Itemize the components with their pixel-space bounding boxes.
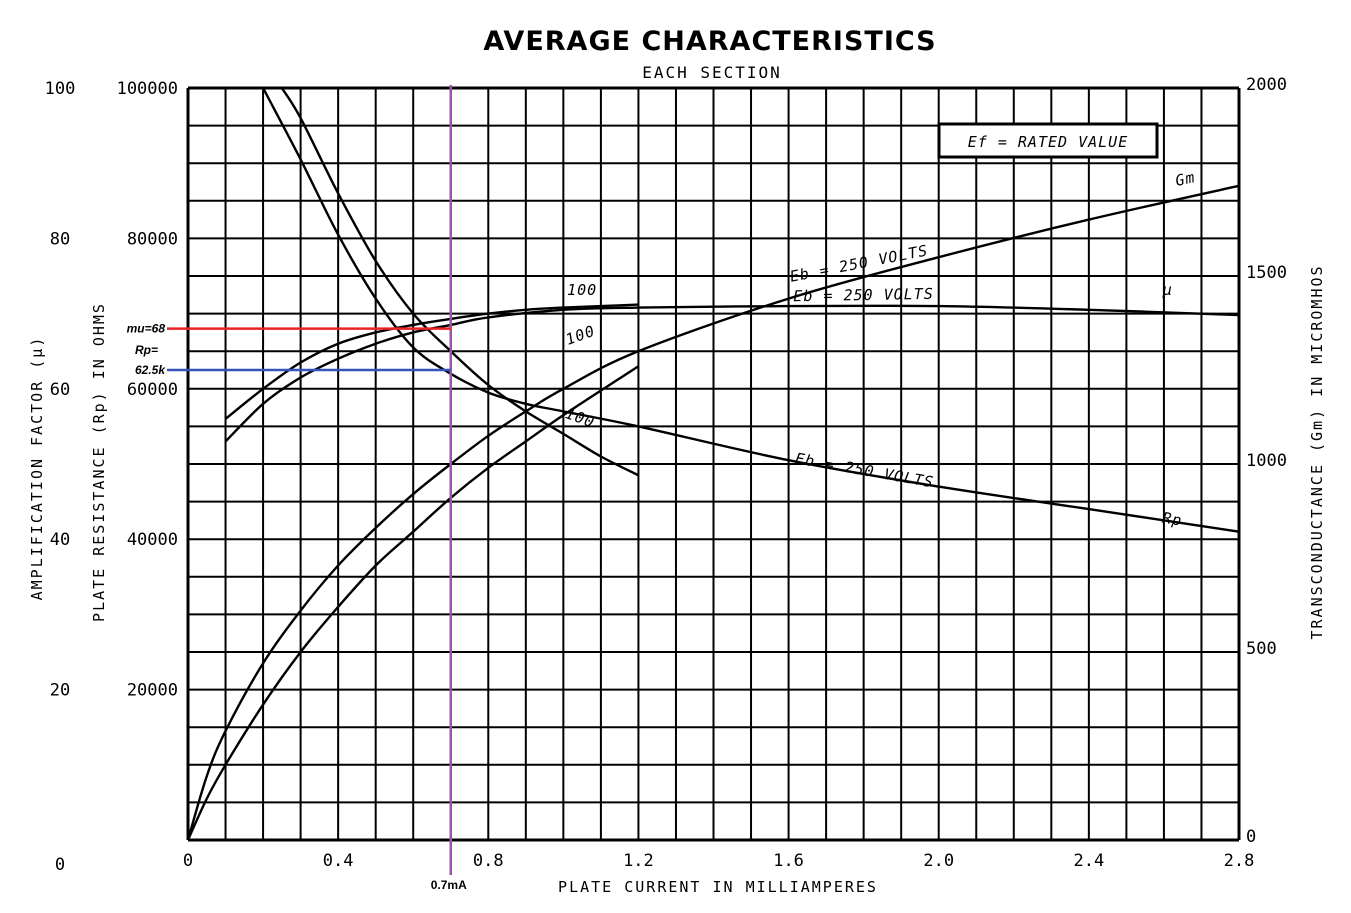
x-axis-label: PLATE CURRENT IN MILLIAMPERES: [558, 878, 878, 896]
mu-curve: [224, 303, 639, 420]
y-axis-label-mu: AMPLIFICATION FACTOR (μ): [28, 336, 46, 601]
mu-tick-label: 0: [55, 855, 65, 875]
curve-label: 100: [563, 322, 597, 349]
mu-marker-label: mu=68: [127, 322, 166, 336]
mu-tick-label: 60: [50, 380, 70, 400]
rp-tick-label: 20000: [127, 681, 178, 701]
mu-tick-label: 20: [50, 681, 70, 701]
curve-label: μ: [1162, 281, 1173, 299]
gm-curve: [186, 184, 1240, 841]
gm-curve: [186, 365, 640, 841]
x-tick-label: 2.8: [1224, 851, 1255, 871]
x-tick-label: 1.6: [773, 851, 804, 871]
mu-tick-label: 100: [45, 79, 76, 99]
gm-tick-label: 0: [1246, 827, 1256, 847]
current-marker-label: 0.7mA: [431, 878, 467, 892]
curve-label: Eb = 250 VOLTS: [793, 285, 934, 305]
curve-label: 100: [567, 281, 597, 299]
curve-label: Gm: [1174, 168, 1197, 190]
gm-tick-label: 1000: [1246, 451, 1287, 471]
gm-tick-label: 500: [1246, 639, 1277, 659]
curve-label: 100: [563, 404, 597, 431]
rp-tick-label: 40000: [127, 530, 178, 550]
rp-tick-label: 60000: [127, 380, 178, 400]
x-tick-label: 2.0: [923, 851, 954, 871]
x-tick-label: 1.2: [623, 851, 654, 871]
legend-box-text: Ef = RATED VALUE: [968, 133, 1129, 151]
mu-tick-label: 40: [50, 530, 70, 550]
mu-tick-label: 80: [50, 229, 70, 249]
curve-label: Rp: [1161, 509, 1184, 530]
rp-curve: [262, 87, 1240, 533]
curves: [186, 87, 1240, 841]
x-tick-label: 0.4: [323, 851, 354, 871]
tick-labels: 0 0.4 0.8 1.2 1.6 2.0 2.4 2.8020406080100200004…: [45, 75, 1287, 875]
legend-box: Ef = RATED VALUE: [937, 122, 1159, 159]
grid: [186, 86, 1241, 842]
rp-marker-label-line2: 62.5k: [135, 363, 166, 377]
x-tick-label: 0: [183, 851, 193, 871]
legend-box-frame: [937, 122, 1159, 159]
gm-tick-label: 2000: [1246, 75, 1287, 95]
rp-curve: [280, 87, 639, 477]
x-tick-label: 0.8: [473, 851, 504, 871]
chart-title: AVERAGE CHARACTERISTICS: [483, 26, 936, 57]
rp-tick-label: 100000: [117, 79, 178, 99]
rp-marker-label-line1: Rp=: [135, 343, 158, 357]
gm-tick-label: 1500: [1246, 263, 1287, 283]
chart-subtitle: EACH SECTION: [642, 63, 782, 82]
y-axis-label-rp: PLATE RESISTANCE (Rp) IN OHMS: [90, 302, 108, 622]
y-axis-label-gm: TRANSCONDUCTANCE (Gm) IN MICROMHOS: [1308, 264, 1326, 639]
x-tick-label: 2.4: [1073, 851, 1104, 871]
annotations: 0.7mA mu=68 Rp= 62.5k: [127, 85, 467, 892]
mu-curve: [224, 304, 1240, 443]
rp-tick-label: 80000: [127, 229, 178, 249]
